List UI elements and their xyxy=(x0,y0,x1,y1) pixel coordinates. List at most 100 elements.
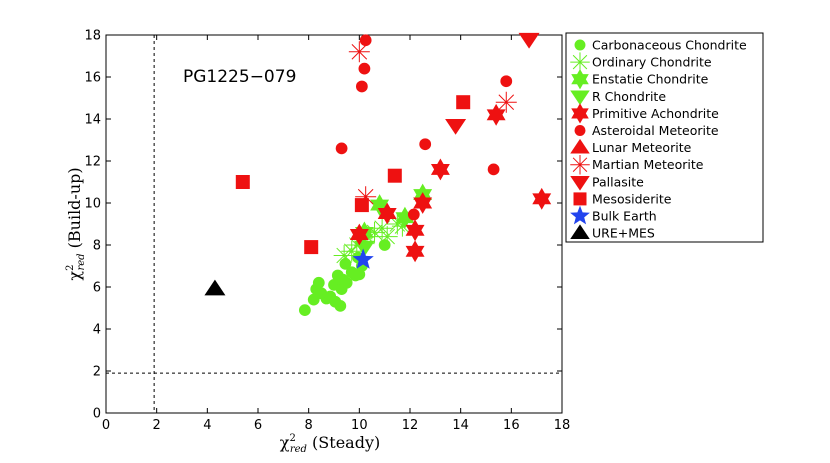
x-tick-label: 18 xyxy=(554,418,571,433)
series-martian-meteorite xyxy=(348,41,517,208)
legend-label-enstatie-chondrite: Enstatie Chondrite xyxy=(592,72,709,87)
x-tick-label: 8 xyxy=(305,418,313,433)
x-axis-title-main: χ xyxy=(280,433,290,452)
reference-lines xyxy=(106,35,562,413)
pallasite-point xyxy=(518,32,540,49)
series-primitive-achondrite xyxy=(349,103,552,263)
legend-marker-bulk-earth xyxy=(570,205,590,225)
legend-marker-lunar-meteorite xyxy=(570,138,590,154)
legend-label-asteroidal-meteorite: Asteroidal Meteorite xyxy=(592,123,719,138)
y-axis-title-rest: (Build-up) xyxy=(65,167,84,253)
y-tick-label: 2 xyxy=(93,365,101,380)
x-tick-label: 14 xyxy=(452,418,469,433)
carbonaceous-chondrite-point xyxy=(298,304,311,316)
series-bulk-earth xyxy=(352,248,374,269)
data-points xyxy=(204,32,552,316)
legend: Carbonaceous Chondrite Ordinary Chondrite… xyxy=(565,32,764,243)
y-axis-title-sup: 2 xyxy=(65,265,76,271)
asteroidal-meteorite-point xyxy=(358,62,371,75)
martian-meteorite-point xyxy=(355,186,377,208)
x-tick-label: 6 xyxy=(254,418,262,433)
legend-label-pallasite: Pallasite xyxy=(592,174,644,189)
primitive-achondrite-point xyxy=(405,219,425,242)
carbonaceous-chondrite-point xyxy=(340,276,353,289)
y-axis-title-main: χ xyxy=(65,271,84,281)
y-tick-label: 18 xyxy=(84,29,101,44)
ordinary-chondrite-point xyxy=(391,215,413,237)
enstatie-chondrite-point xyxy=(395,206,415,229)
legend-label-ure-mes: URE+MES xyxy=(592,226,655,241)
legend-marker-pallasite xyxy=(570,175,590,191)
asteroidal-meteorite-point xyxy=(335,142,348,155)
mesosiderite-point xyxy=(354,198,369,213)
series-ure-mes xyxy=(204,279,226,296)
asteroidal-meteorite-point xyxy=(419,138,432,151)
mesosiderite-point xyxy=(304,240,319,255)
martian-meteorite-point xyxy=(348,41,370,63)
x-tick-label: 12 xyxy=(402,418,419,433)
y-tick-label: 12 xyxy=(84,155,101,170)
asteroidal-meteorite-point xyxy=(359,34,372,47)
ordinary-chondrite-point xyxy=(333,245,355,266)
ordinary-chondrite-point xyxy=(364,221,386,243)
legend-marker-ure-mes xyxy=(570,224,590,239)
x-tick-label: 2 xyxy=(153,418,161,433)
mesosiderite-point xyxy=(387,168,402,183)
y-tick-label: 16 xyxy=(84,71,101,86)
asteroidal-meteorite-point xyxy=(500,75,513,88)
series-asteroidal-meteorite xyxy=(335,34,513,221)
x-tick-label: 4 xyxy=(203,418,211,433)
x-axis-title-sup: 2 xyxy=(289,433,295,444)
series-mesosiderite xyxy=(235,95,471,255)
series-pallasite xyxy=(445,32,540,135)
primitive-achondrite-point xyxy=(405,240,425,263)
primitive-achondrite-point xyxy=(486,103,506,126)
bulk-earth-point xyxy=(352,248,374,269)
y-tick-label: 0 xyxy=(93,407,101,422)
x-tick-label: 10 xyxy=(351,418,368,433)
carbonaceous-chondrite-point xyxy=(378,239,391,251)
y-axis-title: χ2red (Build-up) xyxy=(65,167,87,280)
asteroidal-meteorite-point xyxy=(355,80,368,93)
mesosiderite-point xyxy=(235,175,250,189)
legend-marker-ordinary-chondrite xyxy=(570,52,590,72)
ordinary-chondrite-point xyxy=(341,240,363,262)
primitive-achondrite-point xyxy=(413,192,433,214)
x-axis-title: χ2 red (Steady) xyxy=(280,433,380,455)
x-axis-title-sub: red xyxy=(290,444,307,455)
legend-label-bulk-earth: Bulk Earth xyxy=(592,209,657,224)
x-tick-label: 16 xyxy=(503,418,520,433)
legend-label-carbonaceous-chondrite: Carbonaceous Chondrite xyxy=(592,38,747,53)
legend-marker-mesosiderite xyxy=(573,192,587,206)
y-axis-title-sub: red xyxy=(76,253,87,270)
x-tick-label: 0 xyxy=(102,418,110,433)
legend-marker-carbonaceous-chondrite xyxy=(574,39,586,51)
x-axis-title-rest: (Steady) xyxy=(307,433,380,452)
plot-frame xyxy=(105,34,563,414)
y-tick-label: 14 xyxy=(84,113,101,128)
axis-ticks: 0 2 4 6 8 10 12 14 16 18 0 2 4 6 8 10 12 14 16 18 xyxy=(84,29,570,434)
asteroidal-meteorite-point xyxy=(407,208,420,221)
y-tick-label: 6 xyxy=(93,281,101,296)
ordinary-chondrite-point xyxy=(386,213,408,235)
primitive-achondrite-point xyxy=(430,158,450,181)
pallasite-point xyxy=(445,119,467,135)
legend-label-ordinary-chondrite: Ordinary Chondrite xyxy=(592,55,712,70)
ure-mes-point xyxy=(204,279,226,296)
ordinary-chondrite-point xyxy=(376,226,398,248)
legend-marker-enstatie-chondrite xyxy=(571,69,589,90)
ordinary-chondrite-point xyxy=(371,217,393,239)
y-tick-label: 4 xyxy=(93,323,101,338)
legend-label-mesosiderite: Mesosiderite xyxy=(592,191,672,206)
mesosiderite-point xyxy=(456,95,471,110)
legend-marker-martian-meteorite xyxy=(570,154,590,175)
legend-label-martian-meteorite: Martian Meteorite xyxy=(592,157,704,172)
legend-label-lunar-meteorite: Lunar Meteorite xyxy=(592,140,692,155)
primitive-achondrite-point xyxy=(349,223,369,246)
legend-marker-primitive-achondrite xyxy=(571,103,589,124)
asteroidal-meteorite-point xyxy=(487,163,500,176)
legend-label-primitive-achondrite: Primitive Achondrite xyxy=(592,106,719,121)
legend-marker-asteroidal-meteorite xyxy=(574,125,586,136)
carbonaceous-chondrite-point xyxy=(339,258,352,270)
